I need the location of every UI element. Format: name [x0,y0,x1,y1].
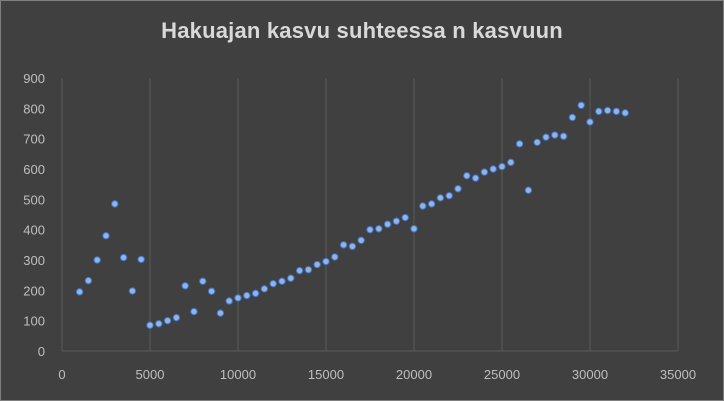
data-point [366,225,374,234]
data-point [568,113,577,122]
data-point [75,288,84,296]
y-tick-label: 400 [23,223,45,238]
y-tick-label: 300 [23,253,45,268]
y-tick-label: 100 [23,314,45,329]
y-tick-label: 600 [23,162,45,177]
data-point [348,242,357,251]
data-point [577,101,585,110]
data-point [410,225,418,233]
data-point [199,277,207,285]
data-point [419,202,427,210]
data-point [93,256,101,264]
data-point [322,257,330,266]
data-point [119,253,128,262]
data-point [515,140,524,148]
y-tick-label: 700 [23,132,45,147]
data-point [612,107,621,116]
x-tick-label: 20000 [396,367,432,382]
data-point [163,316,172,325]
data-point [172,313,181,322]
data-point [181,282,189,290]
y-tick-label: 0 [38,344,45,359]
data-point [436,194,445,202]
data-point [207,287,216,295]
x-tick-label: 35000 [660,367,696,382]
data-point [480,168,489,176]
y-tick-label: 200 [23,283,45,298]
data-point [331,253,339,261]
data-point [155,320,163,328]
data-point [102,232,110,240]
data-point [304,266,313,274]
data-point [278,277,286,285]
data-point [339,241,348,249]
grid-lines [61,78,679,352]
data-point [542,133,550,141]
x-tick-label: 25000 [484,367,520,382]
data-point [260,285,269,293]
x-tick-label: 10000 [220,367,256,382]
x-tick-label: 5000 [136,367,165,382]
y-tick-label: 900 [23,71,45,86]
data-point [595,107,603,116]
data-point [137,255,145,264]
x-axis-ticks: 0 5000 10000 15000 20000 25000 30000 35000 [58,367,696,382]
data-point [234,294,242,302]
data-point [357,236,365,244]
data-point [287,274,295,282]
data-point [427,200,436,208]
data-point [498,162,506,171]
data-point [392,217,401,225]
data-point [128,287,137,295]
data-point [190,307,198,316]
data-point [295,266,304,275]
data-point [551,131,559,139]
data-point [313,260,321,269]
data-point [375,225,383,233]
data-point [586,118,594,126]
data-point [559,132,568,140]
x-tick-label: 0 [58,367,65,382]
x-tick-label: 30000 [572,367,608,382]
data-point [489,165,497,173]
data-point [603,106,612,115]
data-point [401,213,409,222]
data-point [533,138,541,147]
data-point [524,186,533,194]
data-point [463,171,471,180]
data-point [146,321,154,329]
data-point [445,191,453,200]
data-point [454,185,462,193]
y-tick-label: 500 [23,192,45,207]
data-point [216,309,225,317]
data-point [84,276,93,285]
data-point [507,158,515,167]
data-point [269,279,277,288]
scatter-points [75,101,629,329]
data-point [471,174,480,182]
data-point [225,297,233,305]
chart-title: Hakuajan kasvu suhteessa n kasvuun [161,18,563,43]
y-tick-label: 800 [23,101,45,116]
data-point [243,291,251,300]
data-point [383,220,392,228]
x-tick-label: 15000 [308,367,344,382]
data-point [111,200,119,208]
y-axis-ticks: 0 100 200 300 400 500 600 700 800 900 [23,71,45,359]
data-point [621,109,629,117]
data-point [251,289,260,298]
